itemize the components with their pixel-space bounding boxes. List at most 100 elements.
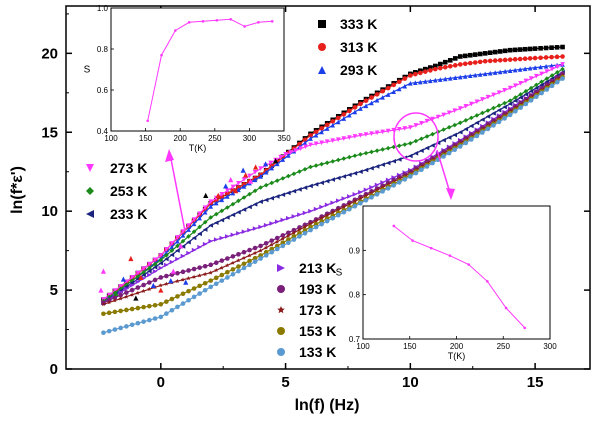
data-point [319,129,324,135]
data-point [236,230,241,236]
inset-point [146,119,149,123]
data-point [202,241,208,247]
scatter-point [253,164,259,170]
data-point [191,235,197,241]
data-point [275,239,280,244]
data-point [497,69,503,75]
data-point [158,253,164,258]
data-point [358,133,363,138]
data-point [169,296,175,302]
data-point [419,136,424,142]
data-point [512,57,518,62]
data-point [124,290,129,295]
data-point [158,301,164,307]
data-point [241,229,247,234]
data-point [252,169,258,175]
data-point [280,243,286,249]
scatter-point [150,282,156,288]
data-point [147,280,152,285]
data-point [335,137,341,142]
data-point [497,57,503,63]
data-point [512,47,518,53]
data-point [308,133,313,138]
data-point [219,258,225,263]
data-point [363,167,369,173]
data-point [358,106,363,111]
inset-y-label: S [336,268,343,279]
data-point [191,247,197,253]
data-point [175,278,180,283]
data-point [396,143,402,149]
data-point [236,187,241,193]
data-point [147,272,152,278]
plot-frame [65,5,591,370]
data-point [180,269,186,275]
data-point [219,194,225,200]
data-point [467,73,473,79]
data-point [175,256,180,262]
data-point [492,58,498,63]
data-point [532,55,538,61]
data-point [507,98,513,103]
data-point [269,242,274,247]
data-point [247,191,252,197]
data-point [474,133,480,139]
data-point [141,270,146,275]
data-point [380,129,385,135]
data-point [141,266,146,271]
data-point [528,98,534,103]
legend-mid: 273 K 253 K 233 K [86,160,147,222]
data-point [135,279,141,285]
data-point [293,148,298,153]
data-point [358,189,363,195]
data-point [457,106,463,111]
data-point [402,142,408,147]
data-point [219,265,224,270]
inset-point [187,21,191,24]
series-line [103,74,563,305]
data-point [180,253,186,259]
data-point [230,267,236,272]
data-point [452,63,458,68]
data-point [497,49,503,54]
data-point [507,57,513,62]
data-point [197,291,202,296]
legend-marker [277,264,285,272]
data-point [527,46,533,52]
data-point [263,197,269,203]
data-point [534,94,539,100]
scatter-point [243,172,249,178]
legend-marker [277,348,285,356]
data-point [474,113,480,118]
data-point [408,81,413,86]
data-point [274,194,280,199]
data-point [236,258,241,263]
data-point [230,260,236,265]
data-point [164,281,169,286]
x-axis: 0 5 10 15 [157,6,543,391]
data-point [517,47,523,52]
data-point [457,54,463,59]
data-point [352,134,358,139]
data-point [324,122,330,128]
data-point [544,69,550,74]
data-point [297,234,302,239]
x-tick-label: 0 [157,374,165,391]
data-point [335,175,341,181]
data-point [158,257,164,263]
data-point [225,194,230,199]
data-point [430,143,435,148]
data-point [152,261,158,267]
data-point [352,170,358,176]
data-point [507,101,513,107]
data-point [202,263,208,269]
data-point [324,178,330,184]
data-point [164,253,169,258]
scatter-point [183,279,189,285]
data-point [186,250,191,256]
data-point [491,123,496,128]
data-point [369,165,374,171]
data-point [324,218,330,224]
data-point [303,144,308,150]
